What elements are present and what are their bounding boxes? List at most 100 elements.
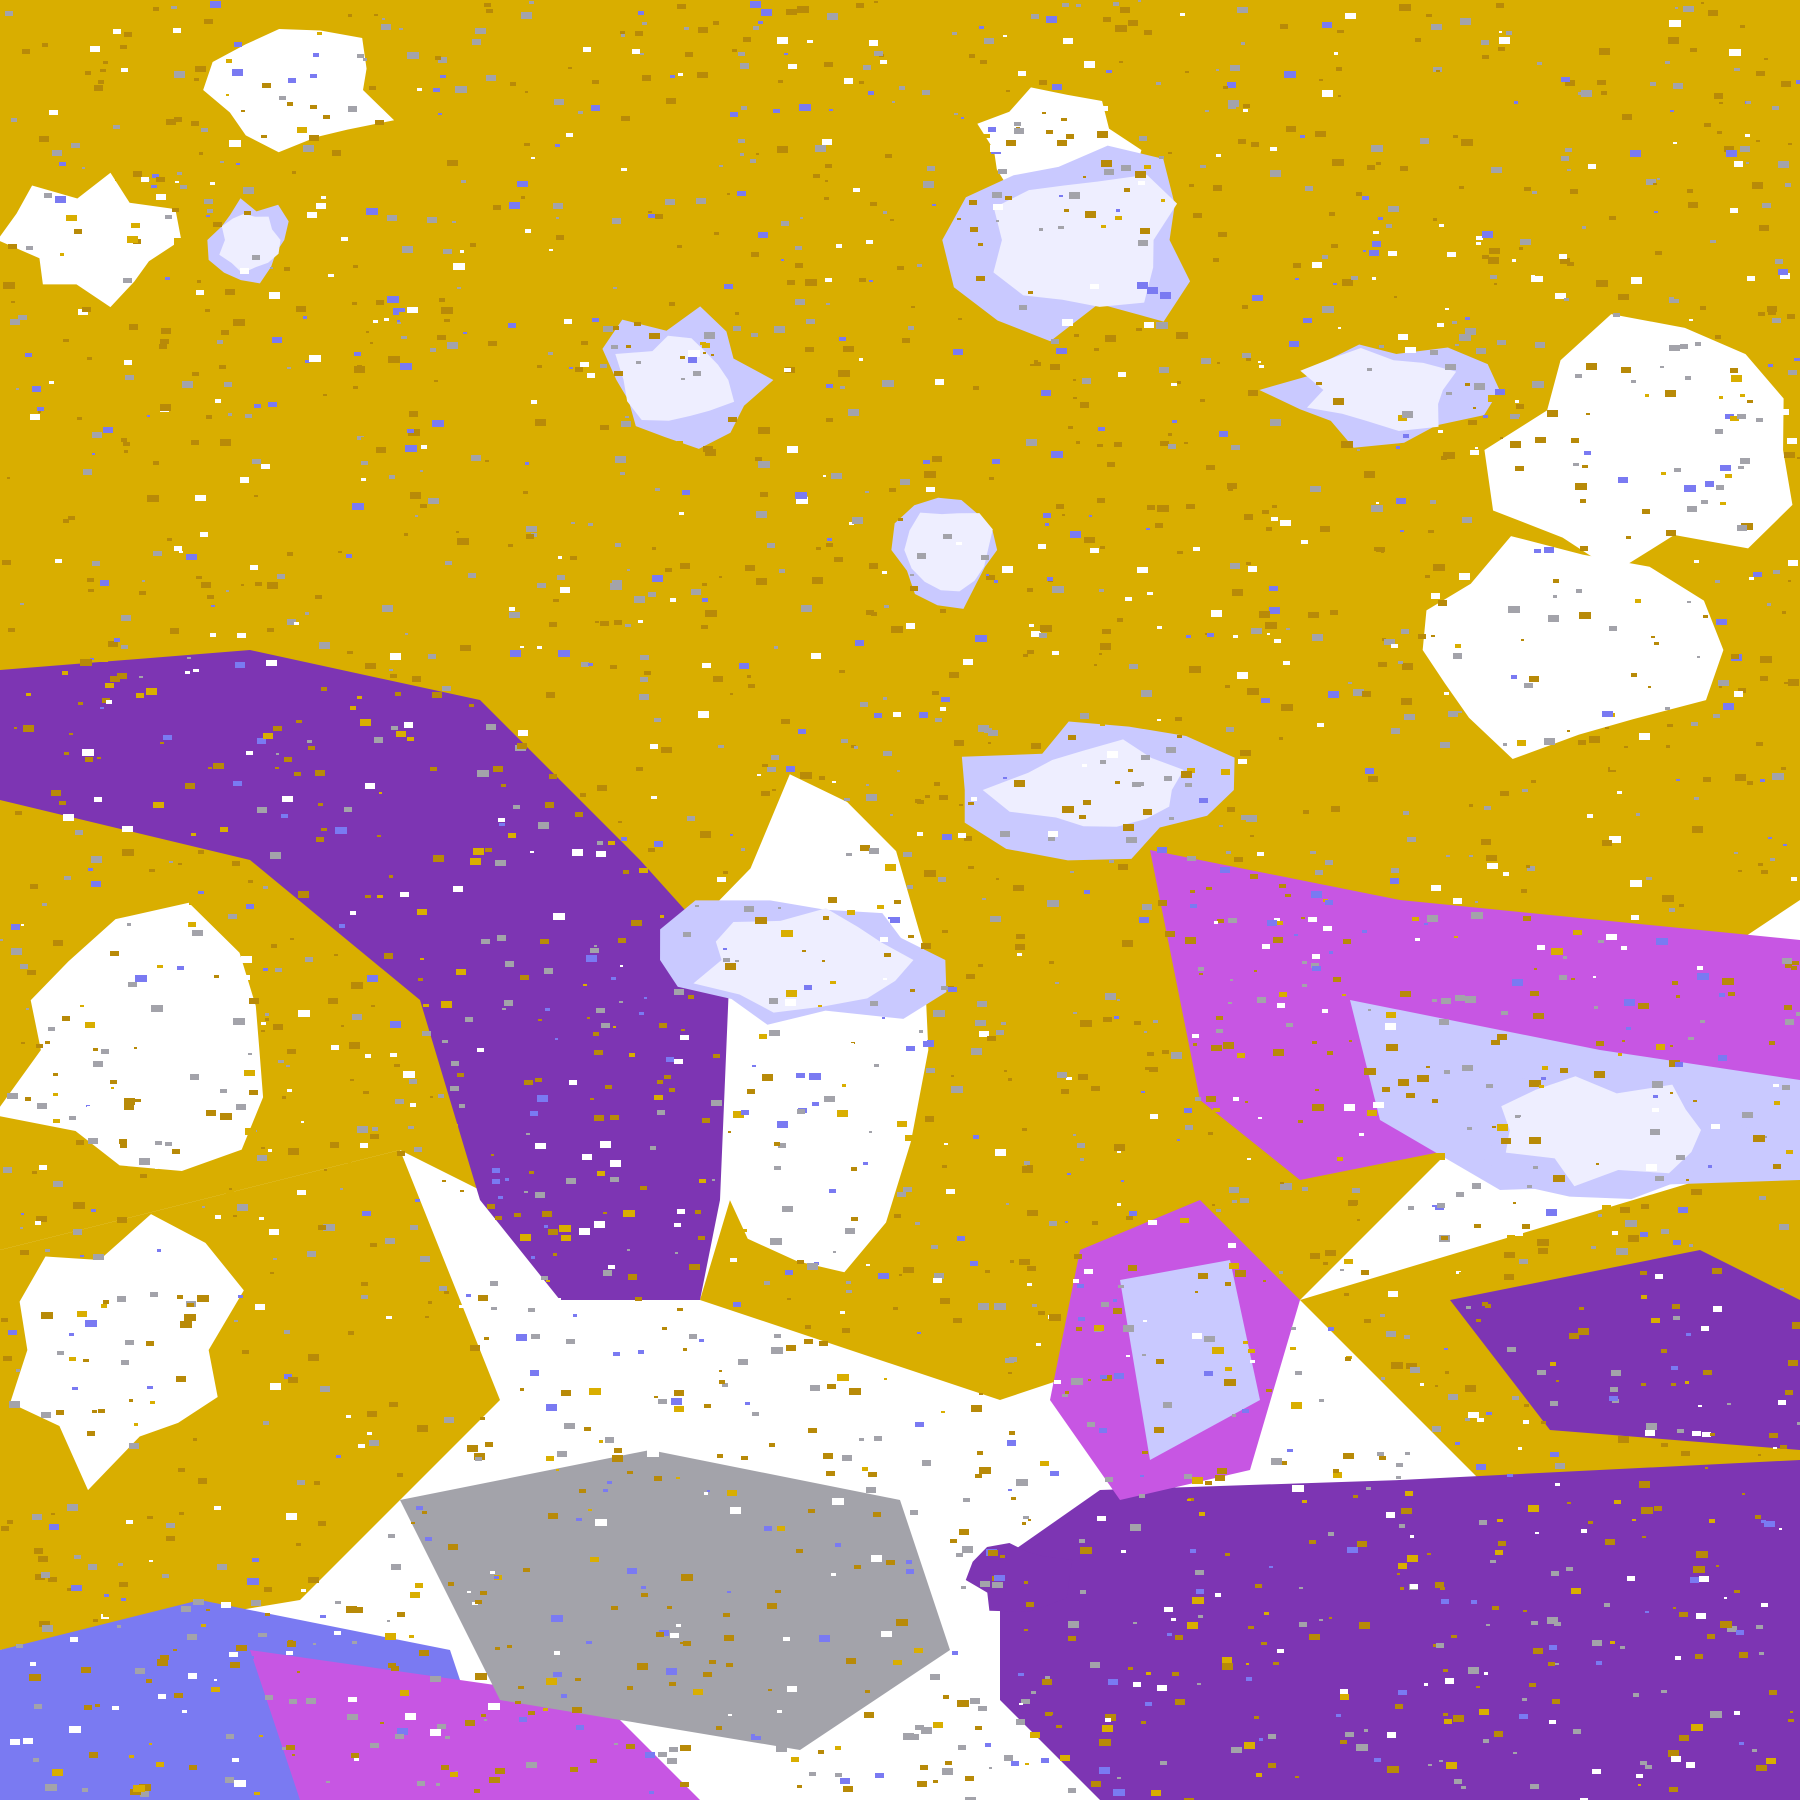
pixel-speckle [1666,745,1670,748]
pixel-speckle [908,935,914,938]
pixel-speckle [39,1621,50,1627]
pixel-speckle [1758,863,1763,866]
pixel-speckle [455,86,467,93]
pixel-speckle [899,1274,902,1276]
pixel-speckle [588,523,593,526]
pixel-speckle [1443,1669,1448,1672]
pixel-speckle [1491,1040,1500,1045]
pixel-speckle [118,1563,123,1566]
pixel-speckle [1468,1412,1479,1418]
pixel-speckle [1168,433,1172,436]
pixel-speckle [139,676,143,678]
pixel-speckle [1458,711,1462,713]
pixel-speckle [654,1396,658,1398]
pixel-speckle [491,1466,496,1469]
pixel-speckle [1432,999,1437,1002]
pixel-speckle [1504,1261,1513,1266]
pixel-speckle [719,576,722,578]
pixel-speckle [806,319,815,324]
pixel-speckle [835,1543,841,1547]
pixel-speckle [508,833,516,838]
pixel-speckle [224,382,232,387]
pixel-speckle [307,212,317,218]
pixel-speckle [684,27,689,30]
pixel-speckle [1476,1319,1481,1322]
pixel-speckle [297,1671,300,1673]
pixel-speckle [1074,1254,1082,1259]
pixel-speckle [555,144,560,147]
pixel-speckle [948,987,957,992]
pixel-speckle [1515,466,1524,471]
pixel-speckle [306,1307,311,1310]
pixel-speckle [490,1606,498,1611]
pixel-speckle [1381,535,1388,539]
pixel-speckle [321,687,327,691]
pixel-speckle [1486,1084,1493,1088]
pixel-speckle [822,960,825,962]
pixel-speckle [1436,70,1440,72]
pixel-speckle [1309,1239,1317,1244]
pixel-speckle [1054,1380,1061,1384]
pixel-speckle [135,1099,141,1102]
pixel-speckle [1640,1271,1647,1275]
pixel-speckle [1338,622,1341,624]
pixel-speckle [1157,505,1169,512]
pixel-speckle [1551,948,1563,955]
pixel-speckle [418,978,423,981]
pixel-speckle [566,1178,576,1184]
pixel-speckle [1032,1304,1037,1307]
pixel-speckle [1758,312,1765,316]
pixel-speckle [842,1084,846,1087]
pixel-speckle [865,1126,871,1130]
pixel-speckle [1713,69,1717,72]
pixel-speckle [758,461,770,468]
pixel-speckle [1514,101,1518,104]
pixel-speckle [297,1480,305,1485]
pixel-speckle [1476,348,1486,354]
pixel-speckle [750,159,756,163]
pixel-speckle [1217,362,1220,364]
pixel-speckle [978,243,983,246]
pixel-speckle [1280,1183,1292,1190]
pixel-speckle [530,1111,538,1116]
pixel-speckle [869,1039,880,1046]
pixel-speckle [216,154,227,161]
pixel-speckle [1524,683,1533,688]
pixel-speckle [52,1769,63,1776]
pixel-speckle [702,598,708,602]
pixel-speckle [799,1408,806,1412]
pixel-speckle [1544,547,1554,553]
pixel-speckle [1680,344,1688,349]
pixel-speckle [521,196,525,199]
pixel-speckle [571,72,580,77]
pixel-speckle [87,357,92,360]
pixel-speckle [1150,480,1156,484]
pixel-speckle [682,490,690,495]
pixel-speckle [621,421,631,427]
pixel-speckle [1398,334,1408,340]
pixel-speckle [777,37,788,44]
pixel-speckle [128,982,137,987]
pixel-speckle [669,302,675,306]
pixel-speckle [1735,774,1746,781]
pixel-speckle [802,950,806,952]
pixel-speckle [1471,912,1483,919]
pixel-speckle [641,1593,648,1597]
pixel-speckle [71,1585,82,1591]
pixel-speckle [1377,1452,1384,1456]
pixel-speckle [1790,1711,1793,1713]
pixel-speckle [1756,1625,1763,1629]
pixel-speckle [1113,2,1119,6]
pixel-speckle [1504,1252,1515,1258]
pixel-speckle [1734,852,1738,854]
pixel-speckle [1512,1396,1519,1400]
pixel-speckle [520,646,524,648]
pixel-speckle [226,590,229,592]
pixel-speckle [670,1633,679,1638]
pixel-speckle [1211,1045,1222,1051]
pixel-speckle [157,965,163,968]
pixel-speckle [1646,877,1652,880]
pixel-speckle [1727,1626,1737,1632]
pixel-speckle [988,127,996,132]
pixel-speckle [124,1098,135,1105]
